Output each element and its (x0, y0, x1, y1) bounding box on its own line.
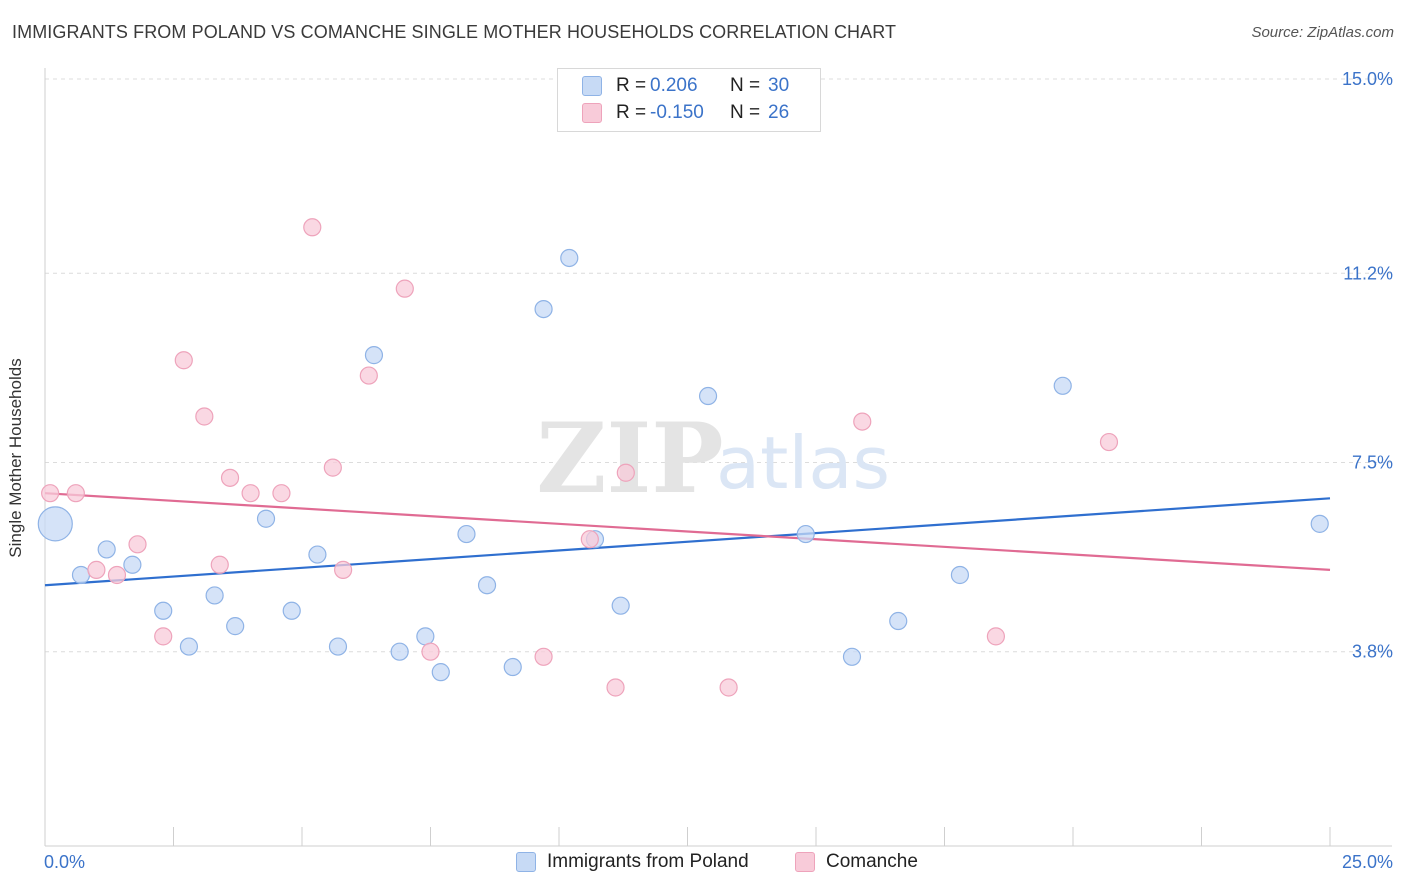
data-point-comanche (986, 627, 1006, 646)
data-point-comanche (580, 530, 599, 549)
data-point-poland (560, 248, 579, 268)
data-point-poland (796, 524, 815, 544)
data-point-poland (154, 601, 173, 620)
data-point-poland (698, 386, 718, 406)
data-point-poland (308, 545, 327, 564)
y-tick-labels: 3.8% 7.5% 11.2% 15.0% (1342, 69, 1393, 662)
data-point-poland (328, 637, 348, 656)
data-point-poland (97, 540, 116, 559)
data-point-comanche (41, 484, 60, 503)
y-tick-label: 11.2% (1343, 263, 1393, 283)
series-legend-poland: Immigrants from Poland (516, 851, 749, 873)
data-point-poland (364, 346, 384, 365)
watermark-zip: ZIP (536, 402, 723, 515)
data-point-poland (390, 642, 409, 661)
legend-swatch-poland (582, 76, 602, 96)
data-point-poland (457, 524, 476, 544)
gridlines (45, 78, 1392, 653)
data-point-poland (611, 596, 630, 615)
data-point-comanche (87, 560, 106, 579)
data-point-comanche (534, 647, 553, 666)
legend-row-poland: R = 0.206 N = 30 (582, 74, 789, 98)
legend-n-value: 30 (768, 75, 790, 96)
data-point-poland (889, 611, 908, 631)
y-tick-label: 15.0% (1342, 69, 1393, 89)
data-point-poland (950, 565, 970, 585)
legend-swatch-comanche (582, 103, 602, 123)
legend-n-label: N = (730, 102, 761, 123)
series-label-comanche: Comanche (826, 851, 918, 872)
data-point-comanche (154, 627, 173, 646)
data-point-comanche (210, 555, 229, 574)
series-legend-comanche: Comanche (795, 851, 918, 873)
data-point-comanche (395, 279, 414, 298)
legend-n-label: N = (730, 75, 761, 96)
series-swatch-poland (516, 852, 536, 872)
legend-n-value: 26 (768, 102, 790, 123)
axes (44, 68, 1392, 847)
series-swatch-comanche (795, 852, 815, 872)
data-point-comanche (241, 484, 260, 503)
data-point-comanche (220, 468, 240, 487)
data-point-comanche (195, 407, 214, 426)
data-point-poland (477, 576, 497, 595)
data-point-poland (179, 637, 199, 656)
data-point-comanche (606, 678, 625, 697)
data-point-comanche (616, 463, 635, 482)
data-point-comanche (1099, 432, 1119, 452)
data-point-poland (256, 509, 276, 528)
x-axis-min-label: 0.0% (44, 852, 86, 872)
data-point-comanche (107, 565, 127, 585)
watermark-atlas: atlas (716, 421, 890, 505)
data-point-poland (282, 601, 301, 620)
trend-line-poland (44, 497, 1331, 587)
legend-r-label: R = (616, 75, 647, 96)
trend-line-comanche (44, 492, 1331, 571)
chart-title: IMMIGRANTS FROM POLAND VS COMANCHE SINGL… (12, 22, 897, 42)
legend-r-value: -0.150 (650, 102, 704, 123)
y-tick-label: 3.8% (1352, 642, 1393, 662)
x-axis-max-label: 25.0% (1341, 852, 1393, 872)
data-point-poland (226, 617, 245, 636)
data-point-poland (71, 565, 91, 585)
series-label-poland: Immigrants from Poland (547, 851, 749, 872)
data-point-comanche (66, 484, 85, 503)
data-point-comanche (323, 458, 342, 477)
data-point-poland (842, 647, 862, 666)
data-point-poland (534, 300, 553, 319)
data-point-poland (37, 506, 73, 542)
data-point-poland (1053, 376, 1072, 395)
y-axis-label: Single Mother Households (6, 358, 25, 558)
data-point-poland (1310, 514, 1329, 533)
data-point-comanche (421, 642, 440, 661)
data-point-poland (431, 663, 450, 682)
data-point-poland (416, 627, 435, 646)
watermark: ZIP atlas (536, 402, 890, 515)
data-point-comanche (334, 560, 353, 579)
data-point-comanche (128, 535, 147, 554)
data-point-comanche (719, 678, 738, 697)
legend-r-label: R = (616, 102, 647, 123)
data-point-poland (123, 555, 142, 574)
legend-r-value: 0.206 (650, 75, 698, 96)
y-tick-label: 7.5% (1352, 453, 1393, 473)
source-credit: Source: ZipAtlas.com (1251, 24, 1394, 41)
data-point-poland (205, 586, 224, 605)
stats-legend: R = 0.206 N = 30 R = -0.150 N = 26 (557, 68, 821, 132)
data-point-comanche (359, 366, 378, 385)
legend-row-comanche: R = -0.150 N = 26 (582, 101, 789, 125)
series-legend: Immigrants from Poland Comanche (0, 851, 1406, 877)
data-point-poland (503, 657, 522, 677)
trend-lines (44, 492, 1331, 587)
data-point-comanche (853, 412, 872, 431)
data-points (37, 218, 1329, 697)
data-point-comanche (303, 218, 322, 237)
data-point-comanche (174, 351, 193, 370)
data-point-comanche (272, 484, 291, 503)
